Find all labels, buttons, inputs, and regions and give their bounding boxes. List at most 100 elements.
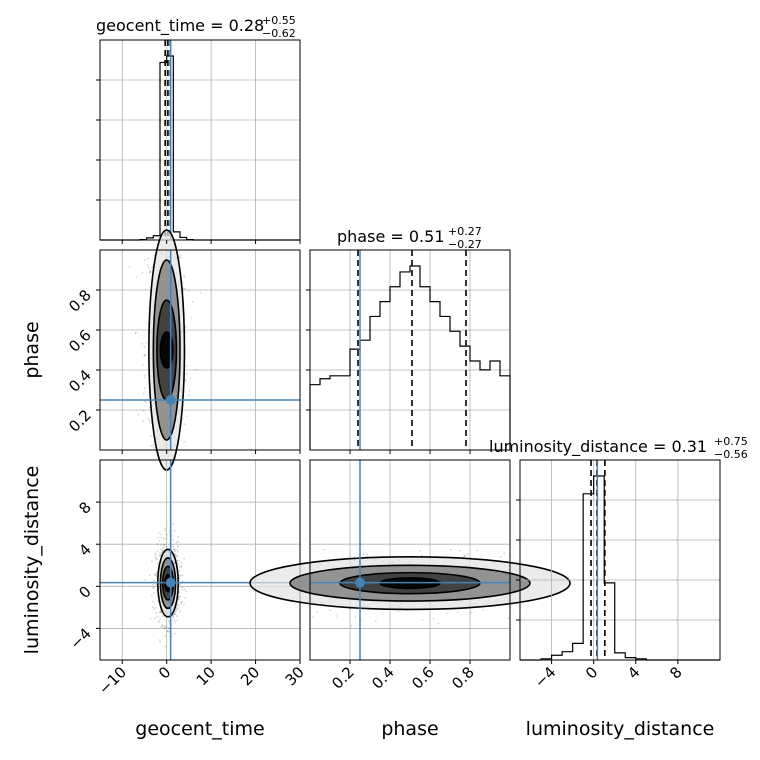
scatter-point xyxy=(174,529,176,532)
frame-geocent-time-phase xyxy=(99,249,301,451)
scatter-point xyxy=(141,364,144,366)
scatter-point xyxy=(507,617,510,620)
scatter-point xyxy=(350,624,353,627)
scatter-point xyxy=(143,346,146,348)
histogram-phase xyxy=(309,265,511,450)
title-phase: phase = 0.51 xyxy=(337,227,445,246)
scatter-point xyxy=(174,552,176,555)
scatter-point xyxy=(183,423,186,426)
scatter-point xyxy=(162,615,164,618)
scatter-point xyxy=(374,620,377,622)
scatter-point xyxy=(150,594,153,597)
x-tick-label: 0.6 xyxy=(408,663,438,693)
scatter-point xyxy=(156,562,159,565)
x-tick-label: 10 xyxy=(193,663,219,689)
scatter-point xyxy=(147,257,149,260)
scatter-point xyxy=(179,583,182,586)
scatter-point xyxy=(177,545,180,548)
scatter-point xyxy=(164,537,167,540)
scatter-point xyxy=(176,546,179,548)
scatter-point xyxy=(183,603,185,606)
scatter-point xyxy=(184,331,187,334)
scatter-point xyxy=(184,588,186,591)
scatter-point xyxy=(157,536,160,539)
scatter-point xyxy=(172,616,175,619)
scatter-point xyxy=(167,630,169,633)
scatter-point xyxy=(134,332,137,335)
scatter-point xyxy=(141,272,144,274)
scatter-point xyxy=(159,617,162,620)
title-upper-luminosity-distance: +0.75 xyxy=(714,435,748,448)
x-tick-label: 0.2 xyxy=(328,663,358,693)
scatter-point xyxy=(188,290,190,292)
x-tick-label: 0 xyxy=(582,663,601,682)
scatter-point xyxy=(134,331,137,334)
scatter-point xyxy=(143,259,146,261)
scatter-point xyxy=(143,353,146,356)
scatter-point xyxy=(165,533,168,536)
scatter-point xyxy=(172,523,175,526)
scatter-point xyxy=(181,586,183,588)
frame-phase-luminosity-distance xyxy=(309,459,511,661)
scatter-point xyxy=(142,409,145,412)
xlabel-luminosity-distance: luminosity_distance xyxy=(526,718,715,740)
scatter-point xyxy=(181,589,184,591)
scatter-point xyxy=(165,625,167,628)
scatter-point xyxy=(151,266,154,269)
scatter-panel-geocent-time-phase xyxy=(99,229,301,471)
y-tick-label: 0.2 xyxy=(65,406,95,436)
scatter-point xyxy=(432,617,435,620)
scatter-point xyxy=(162,543,165,546)
scatter-point xyxy=(167,620,170,622)
scatter-point xyxy=(160,626,163,628)
scatter-point xyxy=(188,389,191,392)
scatter-point xyxy=(151,560,153,563)
scatter-point xyxy=(421,618,424,621)
scatter-point xyxy=(141,342,143,345)
scatter-point xyxy=(153,579,156,582)
scatter-point xyxy=(354,616,357,619)
scatter-point xyxy=(185,365,188,368)
scatter-point xyxy=(172,545,175,548)
scatter-point xyxy=(148,420,151,423)
scatter-point xyxy=(437,622,440,625)
scatter-point xyxy=(184,325,187,328)
scatter-point xyxy=(149,270,152,273)
x-tick-label: 20 xyxy=(237,663,263,689)
scatter-point xyxy=(156,615,159,618)
scatter-point xyxy=(176,555,179,558)
scatter-point xyxy=(158,620,161,623)
scatter-point xyxy=(176,615,178,617)
scatter-point xyxy=(180,603,183,606)
grid-geocent-time-phase xyxy=(100,250,301,450)
scatter-point xyxy=(174,613,176,615)
y-tick-label: 0.4 xyxy=(65,366,95,396)
scatter-point xyxy=(177,608,180,610)
scatter-point xyxy=(137,414,140,416)
y-tick-label: 0.8 xyxy=(65,286,95,316)
y-tick-label: −4 xyxy=(66,625,94,653)
scatter-point xyxy=(176,560,179,563)
scatter-point xyxy=(158,555,161,557)
scatter-point xyxy=(173,632,176,635)
scatter-point xyxy=(144,376,147,379)
grid-luminosity-distance xyxy=(520,460,720,660)
frame-luminosity-distance xyxy=(519,459,721,661)
scatter-point xyxy=(147,418,150,420)
scatter-point xyxy=(153,254,156,257)
x-tick-label: 0.4 xyxy=(368,663,398,693)
scatter-point xyxy=(199,291,202,294)
scatter-point xyxy=(185,373,188,375)
scatter-point xyxy=(164,645,167,648)
scatter-point xyxy=(154,552,157,555)
scatter-point xyxy=(178,596,181,599)
title-lower-luminosity-distance: −0.56 xyxy=(714,448,748,461)
scatter-point xyxy=(159,611,162,613)
scatter-point xyxy=(150,435,152,437)
scatter-point xyxy=(163,627,166,629)
scatter-point xyxy=(155,573,158,576)
scatter-point xyxy=(179,256,181,259)
scatter-point xyxy=(174,621,177,623)
scatter-point xyxy=(182,417,184,420)
